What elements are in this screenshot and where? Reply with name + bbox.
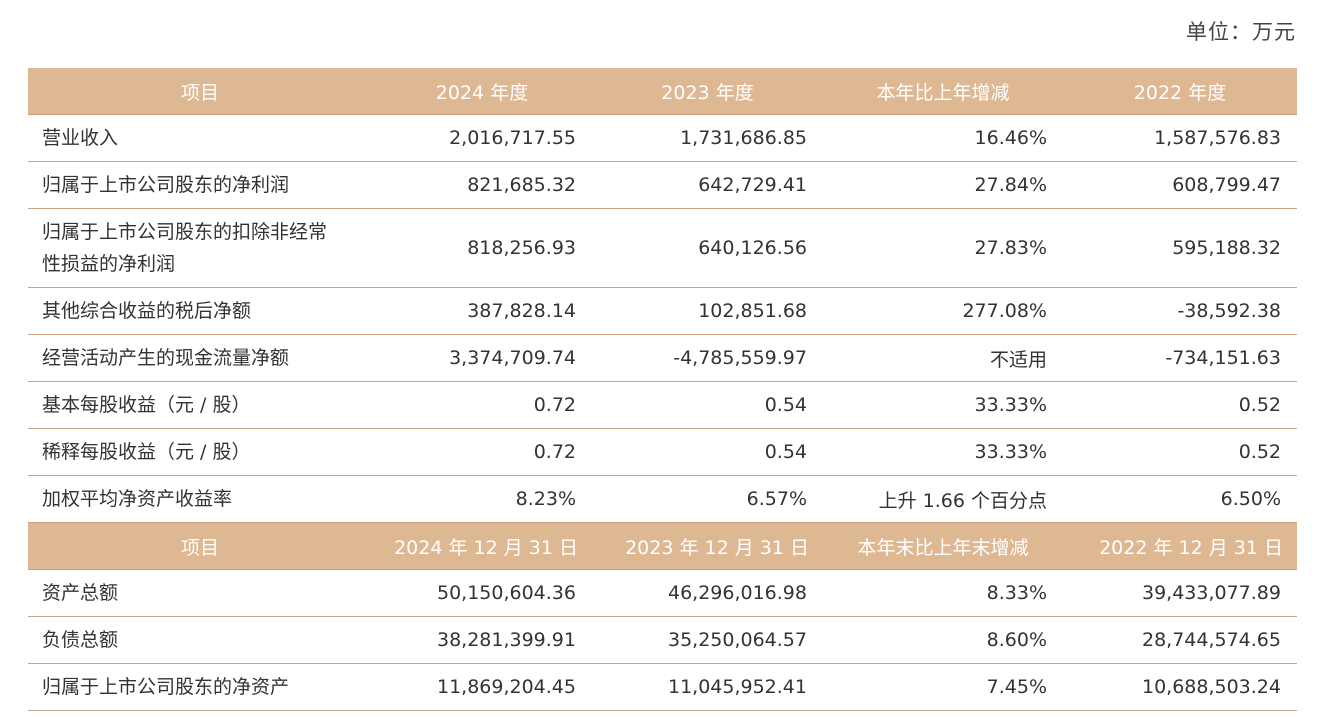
cell-change: 7.45% xyxy=(823,663,1063,711)
cell-2024: 38,281,399.91 xyxy=(372,616,592,664)
header-2022-12-31: 2022 年 12 月 31 日 xyxy=(1063,522,1297,570)
row-label: 归属于上市公司股东的净资产 xyxy=(28,663,372,711)
table-row: 稀释每股收益（元 / 股） 0.72 0.54 33.33% 0.52 xyxy=(28,428,1297,476)
cell-2023: 11,045,952.41 xyxy=(592,663,823,711)
table-header-annual: 项目 2024 年度 2023 年度 本年比上年增减 2022 年度 xyxy=(28,68,1297,115)
cell-2024: 821,685.32 xyxy=(372,161,592,209)
cell-2022: 595,188.32 xyxy=(1063,208,1297,288)
table-row: 归属于上市公司股东的净资产 11,869,204.45 11,045,952.4… xyxy=(28,663,1297,711)
cell-change: 不适用 xyxy=(823,334,1063,382)
header-2023-12-31: 2023 年 12 月 31 日 xyxy=(592,522,823,570)
cell-2022: 39,433,077.89 xyxy=(1063,569,1297,617)
header-item: 项目 xyxy=(28,68,372,115)
cell-change: 33.33% xyxy=(823,428,1063,476)
cell-2022: 28,744,574.65 xyxy=(1063,616,1297,664)
row-label: 加权平均净资产收益率 xyxy=(28,475,372,523)
cell-2023: 0.54 xyxy=(592,428,823,476)
header-item: 项目 xyxy=(28,522,372,570)
cell-2023: 46,296,016.98 xyxy=(592,569,823,617)
row-label: 资产总额 xyxy=(28,569,372,617)
cell-2023: 1,731,686.85 xyxy=(592,114,823,162)
cell-2024: 818,256.93 xyxy=(372,208,592,288)
cell-2024: 0.72 xyxy=(372,381,592,429)
cell-2023: 0.54 xyxy=(592,381,823,429)
financial-summary-table: 项目 2024 年度 2023 年度 本年比上年增减 2022 年度 营业收入 … xyxy=(28,68,1297,711)
table-row: 加权平均净资产收益率 8.23% 6.57% 上升 1.66 个百分点 6.50… xyxy=(28,475,1297,523)
cell-2022: 6.50% xyxy=(1063,475,1297,523)
cell-2022: 0.52 xyxy=(1063,428,1297,476)
row-label-line2: 性损益的净利润 xyxy=(42,253,176,275)
table-row: 基本每股收益（元 / 股） 0.72 0.54 33.33% 0.52 xyxy=(28,381,1297,429)
header-change-year-end: 本年末比上年末增减 xyxy=(823,522,1063,570)
cell-change: 16.46% xyxy=(823,114,1063,162)
cell-2024: 2,016,717.55 xyxy=(372,114,592,162)
cell-2023: -4,785,559.97 xyxy=(592,334,823,382)
table-row: 营业收入 2,016,717.55 1,731,686.85 16.46% 1,… xyxy=(28,114,1297,162)
cell-2023: 6.57% xyxy=(592,475,823,523)
header-change: 本年比上年增减 xyxy=(823,68,1063,115)
cell-2024: 50,150,604.36 xyxy=(372,569,592,617)
cell-2022: -38,592.38 xyxy=(1063,287,1297,335)
cell-change: 33.33% xyxy=(823,381,1063,429)
cell-2024: 387,828.14 xyxy=(372,287,592,335)
table-row: 归属于上市公司股东的净利润 821,685.32 642,729.41 27.8… xyxy=(28,161,1297,209)
table-row: 归属于上市公司股东的扣除非经常 性损益的净利润 818,256.93 640,12… xyxy=(28,208,1297,288)
cell-2022: 0.52 xyxy=(1063,381,1297,429)
cell-change: 27.84% xyxy=(823,161,1063,209)
table-row: 负债总额 38,281,399.91 35,250,064.57 8.60% 2… xyxy=(28,616,1297,664)
cell-change: 上升 1.66 个百分点 xyxy=(823,475,1063,523)
header-2024-12-31: 2024 年 12 月 31 日 xyxy=(372,522,592,570)
row-label: 营业收入 xyxy=(28,114,372,162)
table-row: 资产总额 50,150,604.36 46,296,016.98 8.33% 3… xyxy=(28,569,1297,617)
cell-2022: 1,587,576.83 xyxy=(1063,114,1297,162)
row-label: 归属于上市公司股东的扣除非经常 性损益的净利润 xyxy=(28,208,372,288)
cell-2023: 642,729.41 xyxy=(592,161,823,209)
cell-2024: 11,869,204.45 xyxy=(372,663,592,711)
cell-2024: 3,374,709.74 xyxy=(372,334,592,382)
row-label: 基本每股收益（元 / 股） xyxy=(28,381,372,429)
cell-2023: 35,250,064.57 xyxy=(592,616,823,664)
cell-2022: 10,688,503.24 xyxy=(1063,663,1297,711)
unit-label: 单位：万元 xyxy=(1186,20,1296,44)
row-label: 其他综合收益的税后净额 xyxy=(28,287,372,335)
header-2024: 2024 年度 xyxy=(372,68,592,115)
header-2023: 2023 年度 xyxy=(592,68,823,115)
cell-2023: 640,126.56 xyxy=(592,208,823,288)
row-label: 经营活动产生的现金流量净额 xyxy=(28,334,372,382)
cell-change: 277.08% xyxy=(823,287,1063,335)
row-label-line1: 归属于上市公司股东的扣除非经常 xyxy=(42,221,328,243)
row-label: 负债总额 xyxy=(28,616,372,664)
cell-2023: 102,851.68 xyxy=(592,287,823,335)
cell-change: 8.60% xyxy=(823,616,1063,664)
table-row: 其他综合收益的税后净额 387,828.14 102,851.68 277.08… xyxy=(28,287,1297,335)
cell-change: 8.33% xyxy=(823,569,1063,617)
table-row: 经营活动产生的现金流量净额 3,374,709.74 -4,785,559.97… xyxy=(28,334,1297,382)
table-header-year-end: 项目 2024 年 12 月 31 日 2023 年 12 月 31 日 本年末… xyxy=(28,522,1297,570)
header-2022: 2022 年度 xyxy=(1063,68,1297,115)
cell-2024: 8.23% xyxy=(372,475,592,523)
row-label: 归属于上市公司股东的净利润 xyxy=(28,161,372,209)
cell-2022: -734,151.63 xyxy=(1063,334,1297,382)
cell-2024: 0.72 xyxy=(372,428,592,476)
cell-change: 27.83% xyxy=(823,208,1063,288)
row-label: 稀释每股收益（元 / 股） xyxy=(28,428,372,476)
cell-2022: 608,799.47 xyxy=(1063,161,1297,209)
